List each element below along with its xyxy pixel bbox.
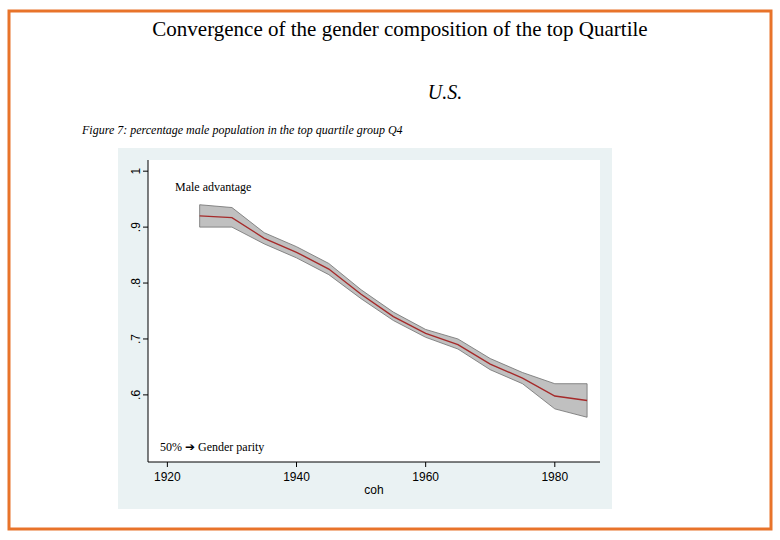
title: Convergence of the gender composition of… [152,17,647,41]
plot-area [148,160,600,462]
page: Convergence of the gender composition of… [0,0,780,540]
y-tick-label: .6 [129,390,143,400]
x-tick-label: 1960 [412,470,439,484]
y-tick [143,338,148,339]
y-tick-label: 1 [129,168,143,175]
y-tick [143,394,148,395]
series-line [200,216,587,401]
y-axis-line [148,160,149,462]
y-tick [143,171,148,172]
series-group [200,205,587,418]
y-tick-label: .8 [129,278,143,288]
y-tick-label: .9 [129,222,143,232]
subtitle: U.S. [428,81,462,103]
page-frame [9,11,771,529]
confidence-band [200,205,587,418]
y-tick [143,227,148,228]
x-tick [425,462,426,467]
y-tick [143,283,148,284]
caption: Figure 7: percentage male population in … [81,123,403,137]
x-axis-label: coh [364,483,383,497]
annotation: Male advantage [175,180,251,194]
x-tick-label: 1940 [283,470,310,484]
x-tick-label: 1980 [541,470,568,484]
x-axis-line [148,462,600,463]
graph-region [118,148,612,509]
x-tick-label: 1920 [154,470,181,484]
y-tick-label: .7 [129,334,143,344]
x-tick [296,462,297,467]
x-tick [167,462,168,467]
annotation: 50% ➔ Gender parity [160,440,264,454]
x-tick [554,462,555,467]
